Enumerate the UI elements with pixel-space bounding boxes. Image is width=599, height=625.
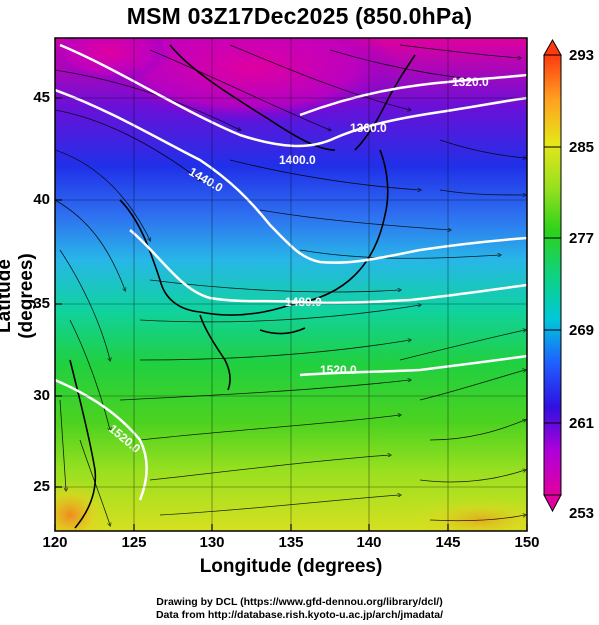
x-tick-label: 150 bbox=[514, 534, 540, 551]
colorbar-tick-label: 269 bbox=[569, 322, 595, 339]
credit-data-source: Data from http://database.rish.kyoto-u.a… bbox=[155, 609, 444, 621]
x-tick-label: 145 bbox=[435, 534, 461, 551]
colorbar bbox=[543, 38, 562, 513]
colorbar-tick-label: 285 bbox=[569, 139, 595, 156]
contour-label: 1360.0 bbox=[350, 121, 387, 135]
contour-label: 1400.0 bbox=[279, 153, 316, 167]
contour-label: 1520.0 bbox=[320, 363, 357, 377]
x-tick-label: 135 bbox=[278, 534, 304, 551]
x-tick-label: 140 bbox=[356, 534, 382, 551]
y-tick-label: 30 bbox=[33, 387, 50, 404]
colorbar-tick-label: 277 bbox=[569, 230, 595, 247]
x-tick-label: 125 bbox=[121, 534, 147, 551]
contour-label: 1320.0 bbox=[452, 75, 489, 89]
colorbar-max-arrow bbox=[543, 38, 562, 56]
gridlines bbox=[55, 38, 527, 531]
x-axis-label: Longitude (degrees) bbox=[199, 556, 383, 577]
chart-title: MSM 03Z17Dec2025 (850.0hPa) bbox=[126, 3, 473, 29]
credit-drawing: Drawing by DCL (https://www.gfd-dennou.o… bbox=[156, 596, 443, 608]
y-tick-label: 40 bbox=[33, 191, 50, 208]
colorbar-tick-label: 253 bbox=[569, 505, 595, 522]
contour-label: 1480.0 bbox=[285, 295, 322, 309]
y-tick-label: 45 bbox=[33, 89, 50, 106]
y-tick-label: 35 bbox=[33, 295, 50, 312]
colorbar-scale bbox=[543, 54, 562, 496]
warm-air-mass bbox=[55, 480, 110, 531]
x-tick-label: 130 bbox=[199, 534, 225, 551]
y-tick-label: 25 bbox=[33, 478, 50, 495]
colorbar-min-arrow bbox=[543, 494, 562, 513]
colorbar-tick-label: 293 bbox=[569, 47, 595, 64]
axis-ticks bbox=[54, 97, 528, 531]
x-tick-label: 120 bbox=[42, 534, 68, 551]
colorbar-tick-label: 261 bbox=[569, 415, 595, 432]
